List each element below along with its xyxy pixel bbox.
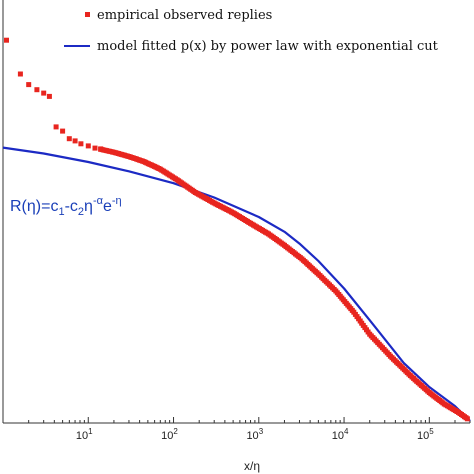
empirical-point xyxy=(17,71,23,77)
empirical-points-layer xyxy=(4,37,470,422)
empirical-point xyxy=(60,128,66,134)
empirical-point xyxy=(85,143,91,149)
x-tick-label: 105 xyxy=(417,427,434,442)
empirical-point xyxy=(92,145,98,151)
x-tick-label: 102 xyxy=(161,427,178,442)
empirical-point xyxy=(26,82,32,88)
empirical-point xyxy=(41,90,47,96)
model-fit-line xyxy=(2,146,471,422)
legend-marker-empirical xyxy=(85,12,90,17)
legend-label-model: model fitted p(x) by power law with expo… xyxy=(97,39,439,54)
empirical-point xyxy=(46,93,52,99)
x-tick-label: 103 xyxy=(246,427,263,442)
empirical-point xyxy=(78,141,84,147)
x-axis-title: x/η xyxy=(244,459,260,473)
x-tick-label: 104 xyxy=(332,427,349,442)
legend: empirical observed replies model fitted … xyxy=(64,8,439,54)
empirical-point xyxy=(72,138,78,144)
empirical-point xyxy=(53,124,59,130)
legend-label-empirical: empirical observed replies xyxy=(97,8,272,23)
fitted-curve-layer xyxy=(2,146,471,422)
x-tick-label: 101 xyxy=(76,427,93,442)
formula-annotation: R(η)=c1-c2η-αe-η xyxy=(10,195,122,218)
empirical-point xyxy=(4,37,9,43)
x-ticks: 101 102 103 104 105 xyxy=(2,417,471,442)
empirical-point xyxy=(34,87,40,93)
empirical-point xyxy=(66,136,72,142)
plot-frame xyxy=(2,0,470,424)
empirical-point xyxy=(464,416,470,422)
